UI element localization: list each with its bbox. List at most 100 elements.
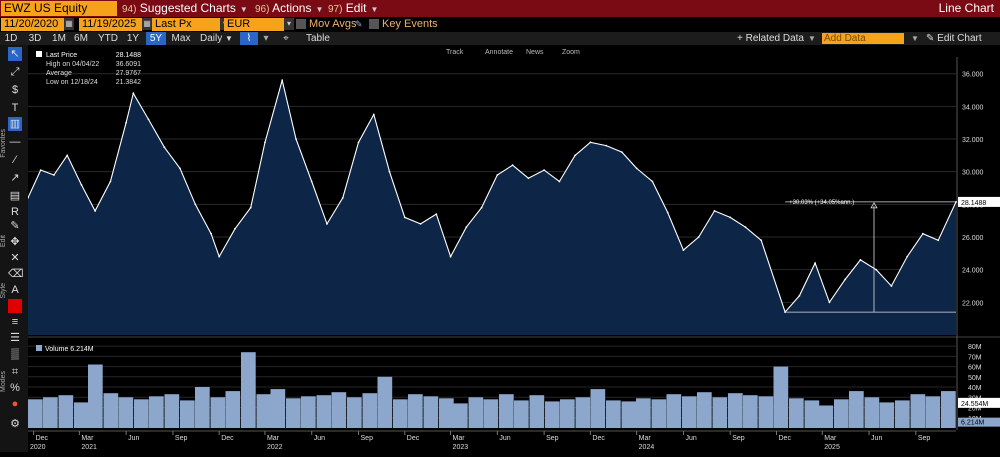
menu-actions[interactable]: 96) Actions ▼: [255, 0, 323, 17]
menu-edit[interactable]: 97) Edit ▼: [328, 0, 378, 17]
volume-bar: [88, 364, 103, 428]
line-style-icon[interactable]: ☰: [10, 332, 20, 344]
volume-legend-label: Volume 6.214M: [45, 346, 94, 353]
price-tick-label: 30.000: [962, 170, 984, 177]
annotation-arrow-head: [870, 202, 878, 209]
x-month-label: Mar: [267, 435, 280, 442]
move-icon[interactable]: ✥: [10, 236, 20, 248]
price-point: [388, 170, 391, 173]
volume-bar: [743, 395, 758, 428]
edit-chart-button[interactable]: ✎ Edit Chart: [926, 32, 982, 45]
price-point: [635, 167, 638, 170]
menu-label: Suggested Charts: [139, 1, 236, 15]
price-point: [125, 121, 127, 124]
pin-icon[interactable]: ⌖: [283, 33, 289, 44]
price-point: [496, 174, 499, 176]
calendar-icon[interactable]: ▦: [64, 18, 74, 30]
delete-icon[interactable]: ⌫: [8, 268, 24, 280]
tool-annotate[interactable]: Annotate: [485, 49, 513, 56]
legend-low-value: 21.3842: [116, 79, 141, 86]
range-1d[interactable]: 1D: [4, 33, 18, 44]
price-point: [828, 301, 831, 304]
price-point: [357, 141, 360, 144]
volume-bar: [606, 400, 621, 428]
tool-track[interactable]: Track: [446, 49, 464, 56]
trend-line-icon[interactable]: ⁄: [14, 154, 16, 166]
x-year-label: 2024: [639, 444, 655, 451]
end-date-field[interactable]: 11/19/2025: [79, 18, 142, 31]
menu-suggested-charts[interactable]: 94) Suggested Charts ▼: [122, 0, 248, 17]
arrow-line-icon[interactable]: ↗: [10, 172, 20, 184]
range-3d[interactable]: 3D: [28, 33, 42, 44]
price-point: [890, 285, 893, 287]
dropdown-icon[interactable]: ▾: [284, 18, 294, 30]
caret-down-icon[interactable]: ▼: [911, 34, 919, 43]
pen-icon[interactable]: ✎: [10, 220, 20, 232]
add-data-input[interactable]: Add Data: [822, 33, 904, 44]
x-month-label: Jun: [128, 435, 139, 442]
text-size-icon[interactable]: T: [11, 102, 19, 114]
start-date-field[interactable]: 11/20/2020: [1, 18, 64, 31]
legend-avg-value: 27.9767: [116, 70, 141, 77]
mov-avgs-label[interactable]: Mov Avgs: [309, 18, 357, 30]
price-point: [511, 164, 514, 167]
caret-down-icon[interactable]: ▾: [263, 33, 269, 44]
volume-bar: [529, 395, 545, 428]
frequency-label: Daily: [200, 33, 223, 44]
calendar-icon[interactable]: ▦: [142, 18, 152, 30]
key-events-checkbox[interactable]: [369, 19, 379, 29]
horizontal-line-icon[interactable]: ―: [9, 136, 21, 148]
table-button[interactable]: Table: [306, 33, 330, 44]
frequency-select[interactable]: Daily ▼: [200, 32, 233, 45]
volume-bar: [134, 399, 149, 428]
caret-down-icon: ▼: [239, 5, 248, 14]
settings-gear-icon[interactable]: ⚙: [10, 418, 20, 430]
currency-field[interactable]: EUR: [224, 18, 284, 31]
line-chart-icon[interactable]: ⌇: [240, 32, 258, 45]
price-field-select[interactable]: Last Px: [152, 18, 220, 31]
cursor-icon[interactable]: ↖: [8, 47, 22, 61]
security-field[interactable]: EWZ US Equity: [1, 1, 117, 16]
volume-bar: [712, 397, 728, 428]
tool-news[interactable]: News: [526, 49, 544, 56]
price-point: [937, 239, 940, 242]
eraser-icon[interactable]: ✕: [10, 252, 20, 264]
price-legend: Last Price 28.1488 High on 04/04/22 36.6…: [36, 51, 141, 86]
x-month-label: Dec: [779, 435, 792, 442]
related-data-button[interactable]: + Related Data: [737, 33, 804, 44]
mov-avgs-checkbox[interactable]: [296, 19, 306, 29]
crosshair-icon[interactable]: ⌗: [11, 366, 19, 378]
percent-icon[interactable]: %: [10, 382, 20, 394]
chart-area[interactable]: +30.03% (+34.05%ann.) 22.000 24.000 26.000…: [27, 45, 1000, 452]
x-year-label: 2020: [30, 444, 46, 451]
range-1y[interactable]: 1Y: [126, 33, 140, 44]
font-icon[interactable]: A: [11, 284, 19, 296]
caret-down-icon[interactable]: ▼: [808, 34, 816, 43]
color-swatch-icon[interactable]: [8, 299, 22, 313]
price-tool-icon[interactable]: $: [11, 84, 19, 96]
key-events-label[interactable]: Key Events: [382, 18, 438, 30]
chart-svg[interactable]: +30.03% (+34.05%ann.) 22.000 24.000 26.000…: [27, 45, 1000, 452]
tool-zoom[interactable]: Zoom: [562, 49, 580, 56]
bar-tool-icon[interactable]: ▥: [8, 117, 22, 131]
x-month-label: Jun: [314, 435, 325, 442]
price-point: [66, 154, 69, 157]
range-1m[interactable]: 1M: [52, 33, 66, 44]
menu-number: 94): [122, 4, 137, 15]
price-point: [295, 138, 297, 140]
line-weight-icon[interactable]: ≡: [11, 316, 19, 328]
volume-bar: [149, 396, 164, 428]
colors-icon[interactable]: ●: [11, 398, 19, 410]
pencil-icon[interactable]: ✎: [355, 19, 363, 29]
channel-icon[interactable]: ▤: [9, 190, 21, 202]
range-max[interactable]: Max: [171, 33, 191, 44]
price-point: [147, 118, 150, 121]
range-5y[interactable]: 5Y: [146, 32, 166, 45]
grid-icon[interactable]: ▒: [11, 348, 19, 360]
range-ytd[interactable]: YTD: [98, 33, 118, 44]
retracement-icon[interactable]: R: [11, 206, 19, 218]
volume-bar: [590, 389, 606, 428]
zoom-icon[interactable]: ⤢: [10, 66, 20, 78]
range-6m[interactable]: 6M: [74, 33, 88, 44]
price-point: [859, 259, 862, 261]
